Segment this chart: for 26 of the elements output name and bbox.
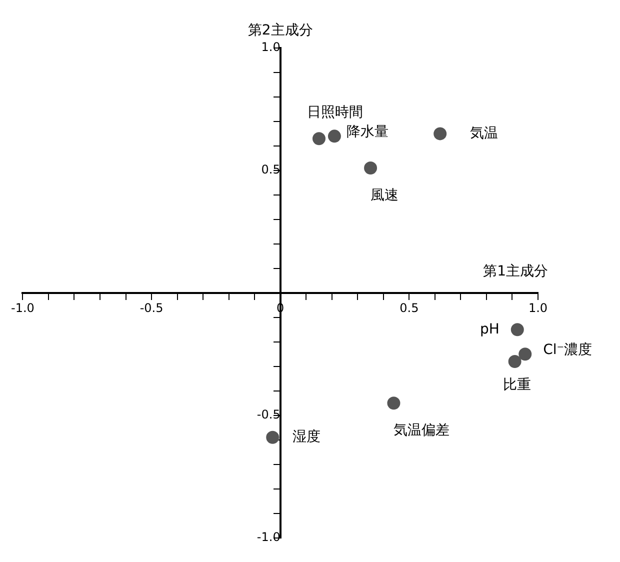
point: [508, 354, 522, 368]
y-tick-label: 0.5: [261, 162, 280, 177]
point: [312, 132, 326, 146]
annotation: 比重: [502, 377, 531, 394]
x-axis-title: 第1主成分: [483, 264, 548, 280]
annotation: 気温: [470, 125, 498, 142]
point: [364, 162, 378, 174]
point: [328, 130, 341, 143]
annotation: 日照時間: [307, 104, 363, 120]
annotation: 降水量: [346, 124, 388, 140]
point: [266, 430, 280, 444]
annotation: 風速: [370, 188, 399, 204]
annotation: Cl⁻濃度: [543, 342, 592, 358]
x-tick-label: 0.5: [400, 301, 419, 316]
point: [434, 127, 447, 140]
y-axis-title: 第2主成分: [248, 22, 313, 39]
x-tick-label: -1.0: [10, 301, 34, 316]
x-tick-label: 1.0: [528, 301, 548, 316]
y-tick-label: -0.5: [256, 407, 280, 422]
annotation: 気温偏差: [394, 422, 450, 439]
point: [387, 396, 400, 410]
point: [518, 348, 532, 361]
point: [510, 323, 524, 336]
annotation: pH: [480, 321, 500, 338]
annotation: 湿度: [292, 429, 321, 446]
x-tick-label: -0.5: [140, 301, 164, 316]
